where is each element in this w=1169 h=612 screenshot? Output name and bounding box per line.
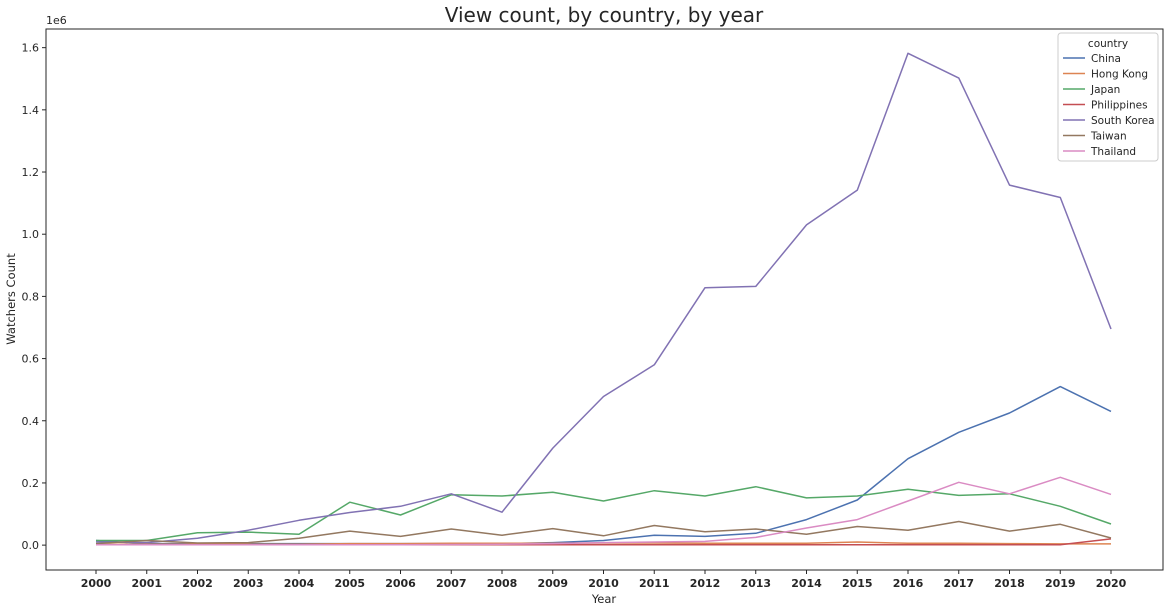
legend-label-south-korea: South Korea (1091, 115, 1155, 127)
legend-label-philippines: Philippines (1091, 100, 1148, 112)
x-tick-label: 2009 (537, 577, 568, 590)
x-tick-label: 2016 (893, 577, 924, 590)
legend: country China Hong Kong Japan Philippines So… (1057, 32, 1159, 162)
x-tick-label: 2013 (740, 577, 771, 590)
y-tick-label: 0.8 (22, 290, 40, 303)
series-line-south-korea (95, 52, 1112, 544)
x-tick-label: 2008 (487, 577, 518, 590)
legend-label-thailand: Thailand (1090, 146, 1136, 158)
x-tick-label: 2011 (639, 577, 670, 590)
y-tick-label: 0.6 (22, 353, 40, 366)
x-tick-label: 2014 (791, 577, 822, 590)
y-tick-label: 1.4 (22, 104, 40, 117)
y-tick-label: 0.0 (22, 539, 40, 552)
y-tick-label: 0.2 (22, 477, 40, 490)
y-offset-text: 1e6 (46, 14, 67, 27)
y-tick-label: 1.6 (22, 42, 40, 55)
x-tick-label: 2003 (233, 577, 264, 590)
series-line-taiwan (95, 520, 1112, 545)
x-tick-label: 2019 (1045, 577, 1076, 590)
x-tick-label: 2004 (284, 577, 315, 590)
y-tick-label: 1.0 (22, 228, 40, 241)
x-tick-label: 2018 (994, 577, 1025, 590)
x-tick-label: 2017 (943, 577, 974, 590)
x-tick-label: 2007 (436, 577, 467, 590)
plot-frame (45, 28, 1164, 571)
series-line-thailand (96, 476, 1112, 546)
x-tick-label: 2001 (131, 577, 162, 590)
chart-title: View count, by country, by year (445, 3, 764, 27)
series-line-china (95, 385, 1112, 545)
x-tick-label: 2020 (1096, 577, 1127, 590)
x-tick-label: 2010 (588, 577, 619, 590)
x-tick-label: 2015 (842, 577, 873, 590)
legend-label-taiwan: Taiwan (1090, 131, 1127, 143)
legend-label-china: China (1091, 53, 1121, 65)
x-axis: 2000 2001 2002 2003 2004 2005 2006 2007 2008 2009… (81, 570, 1127, 590)
x-axis-label: Year (591, 592, 617, 606)
legend-title: country (1088, 38, 1128, 50)
x-tick-label: 2006 (385, 577, 416, 590)
x-tick-label: 2012 (690, 577, 721, 590)
y-axis-label: Watchers Count (4, 253, 18, 345)
y-tick-label: 0.4 (22, 415, 40, 428)
legend-label-japan: Japan (1090, 84, 1120, 96)
legend-box (1057, 32, 1159, 162)
x-tick-label: 2005 (334, 577, 365, 590)
series-lines (95, 52, 1112, 546)
legend-label-hong-kong: Hong Kong (1091, 69, 1148, 81)
y-axis: 0.0 0.2 0.4 0.6 0.8 1.0 1.2 1.4 1.6 (22, 42, 46, 552)
x-tick-label: 2000 (81, 577, 112, 590)
y-tick-label: 1.2 (22, 166, 40, 179)
series-line-japan (96, 485, 1112, 542)
x-tick-label: 2002 (182, 577, 213, 590)
